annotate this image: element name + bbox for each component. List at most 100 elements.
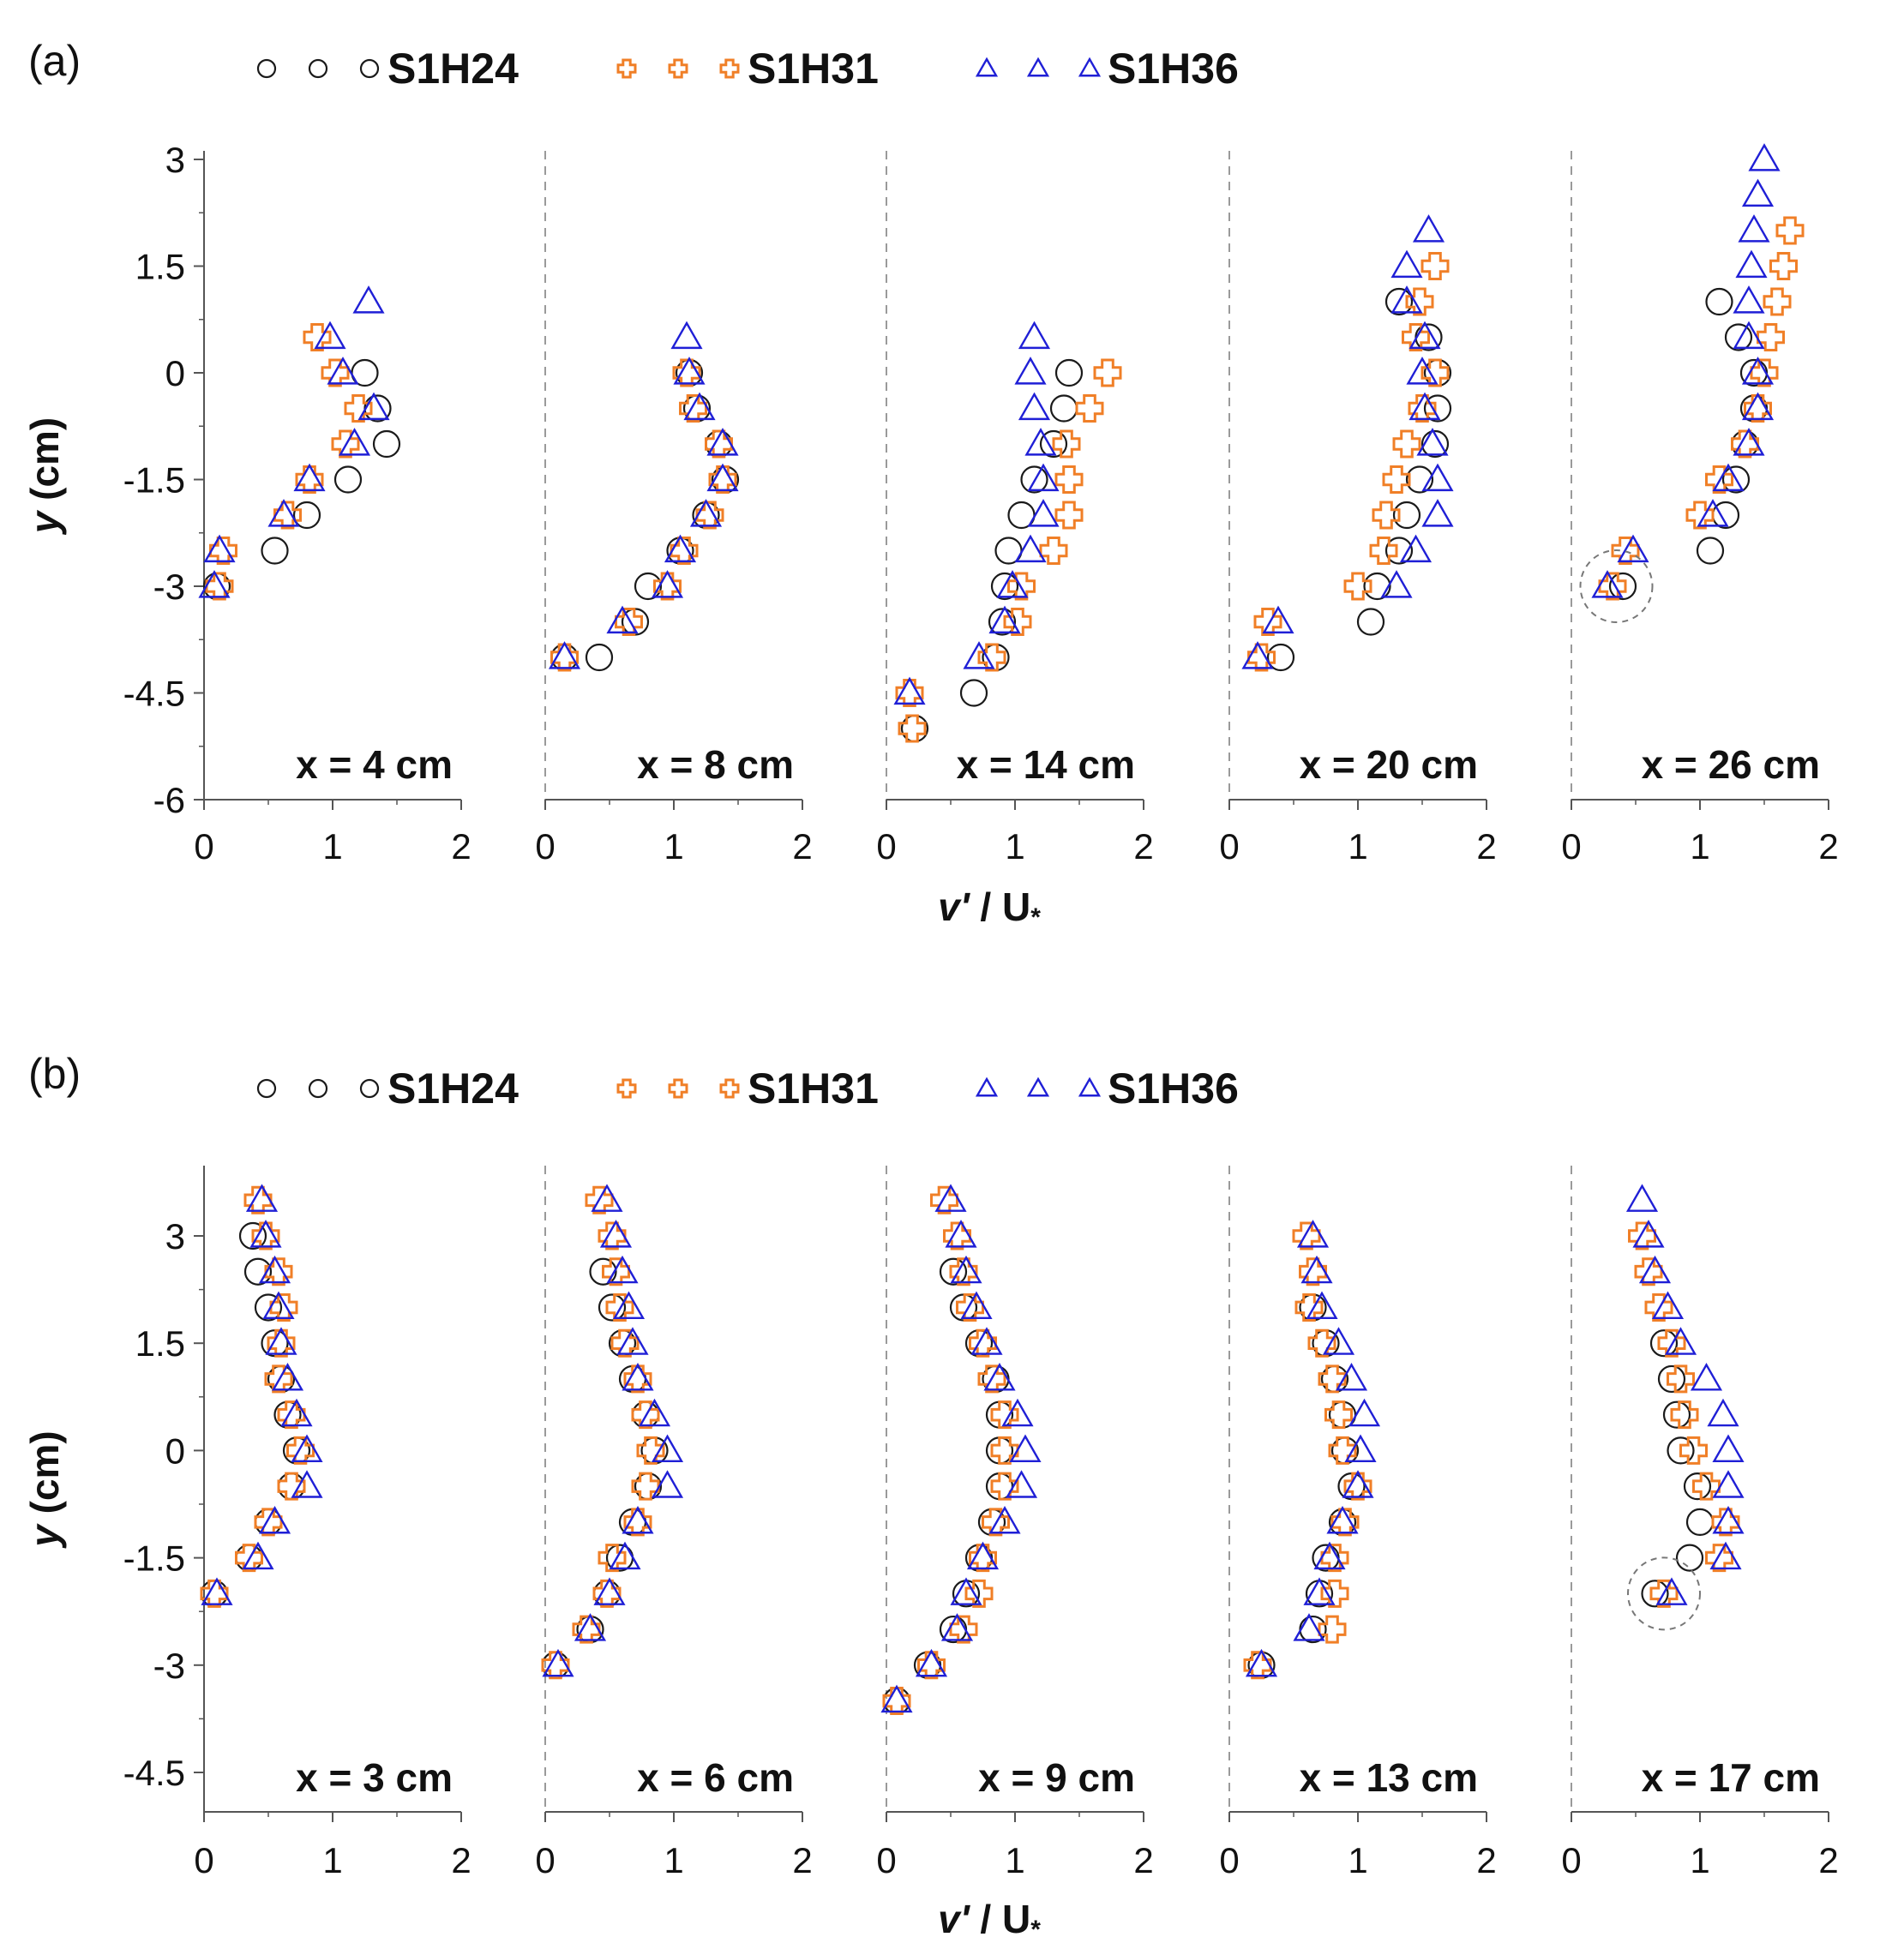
data-point-S1H24	[959, 679, 988, 707]
data-point-S1H36	[1303, 1577, 1336, 1605]
data-point-S1H31	[1769, 252, 1798, 280]
data-point-S1H31	[1052, 429, 1081, 459]
legend-marker-circle	[256, 58, 277, 79]
data-point-S1H31	[1402, 323, 1430, 351]
data-point-S1H36	[612, 1291, 646, 1320]
data-point-S1H36	[945, 1220, 977, 1248]
x-tick-label: 0	[535, 826, 555, 867]
legend-marker-cross	[719, 58, 740, 79]
legend-marker-triangle	[1078, 57, 1102, 77]
data-point-S1H31	[1318, 1615, 1347, 1644]
subplot-2: 0 1 2 x = 6 cm	[535, 1166, 813, 1880]
series-S1H36	[1591, 143, 1781, 598]
subplot-title: x = 26 cm	[1642, 742, 1820, 787]
x-tick-label: 0	[1561, 826, 1581, 867]
data-point-S1H36	[327, 357, 359, 385]
data-point-S1H31	[631, 1400, 660, 1430]
data-point-S1H36	[548, 641, 581, 669]
data-point-S1H36	[291, 1470, 323, 1498]
data-point-S1H36	[258, 1505, 291, 1534]
data-point-S1H31	[1775, 216, 1805, 245]
data-point-S1H31	[1657, 1328, 1686, 1358]
data-point-S1H31	[1093, 358, 1122, 387]
series-S1H36	[1625, 1184, 1745, 1605]
subplot-1: 0 1 2 x = 3 cm	[194, 1184, 471, 1880]
data-point-S1H31	[615, 608, 643, 636]
legend-label: S1H24	[387, 45, 519, 93]
y-tick-label: 1.5	[135, 247, 185, 287]
data-point-S1H31	[1294, 1292, 1324, 1322]
legend-marker-cross	[616, 58, 637, 79]
series-S1H36	[542, 1184, 684, 1677]
data-point-S1H36	[1690, 1363, 1723, 1391]
data-point-S1H36	[542, 1648, 574, 1677]
data-point-S1H24	[598, 1293, 627, 1322]
data-point-S1H36	[1342, 1470, 1374, 1498]
data-point-S1H31	[1750, 358, 1779, 387]
x-tick-label: 2	[451, 826, 471, 867]
legend-a-s1h24: S1H24	[254, 43, 519, 94]
data-point-S1H36	[651, 570, 684, 598]
data-point-S1H36	[1697, 499, 1729, 527]
data-point-S1H24	[634, 572, 663, 601]
data-point-S1H36	[970, 1327, 1003, 1355]
legend-marker-circle	[256, 1078, 277, 1099]
x-tick-label: 2	[1133, 1840, 1153, 1880]
data-point-S1H31	[672, 358, 701, 387]
data-point-S1H36	[1027, 463, 1060, 492]
x-tick-label: 0	[535, 1840, 555, 1880]
subplot-3: 0 1 2 x = 14 cm	[876, 151, 1154, 867]
data-point-S1H36	[1617, 534, 1649, 563]
subplot-title: x = 14 cm	[957, 742, 1135, 787]
data-point-S1H36	[574, 1613, 607, 1641]
x-tick-label: 1	[1348, 1840, 1367, 1880]
data-point-S1H24	[254, 1293, 283, 1322]
legend-marker-triangle	[975, 1076, 999, 1097]
data-point-S1H31	[602, 1257, 630, 1286]
data-point-S1H36	[591, 1184, 623, 1212]
data-point-S1H31	[598, 1221, 627, 1250]
data-point-S1H31	[286, 1436, 315, 1465]
data-point-S1H31	[610, 1328, 640, 1358]
series-S1H31	[200, 1185, 315, 1608]
data-point-S1H36	[242, 1541, 274, 1570]
legend-label: S1H31	[748, 45, 879, 93]
data-point-S1H31	[1598, 572, 1627, 601]
data-point-S1H36	[609, 1541, 641, 1570]
data-point-S1H36	[616, 1327, 649, 1355]
data-point-S1H31	[254, 1508, 283, 1537]
data-point-S1H24	[1363, 572, 1391, 601]
data-point-S1H36	[352, 285, 385, 314]
data-point-S1H36	[1296, 1220, 1330, 1248]
data-point-S1H36	[1313, 1541, 1346, 1570]
data-point-S1H36	[683, 392, 716, 421]
data-point-S1H31	[277, 1400, 306, 1430]
data-point-S1H36	[1326, 1505, 1359, 1534]
data-point-S1H31	[1320, 1544, 1349, 1573]
data-point-S1H36	[249, 1220, 282, 1248]
x-tick-label: 1	[664, 826, 683, 867]
data-point-S1H24	[261, 537, 289, 565]
data-point-S1H31	[1054, 465, 1084, 494]
data-point-S1H31	[990, 1400, 1019, 1430]
data-point-S1H24	[1384, 537, 1414, 565]
data-point-S1H24	[372, 429, 401, 459]
data-point-S1H31	[943, 1221, 971, 1250]
data-point-S1H36	[1741, 392, 1775, 421]
y-tick-label: -4.5	[123, 674, 185, 714]
data-point-S1H31	[1039, 537, 1068, 565]
data-point-S1H36	[1262, 605, 1294, 634]
legend-marker-triangle	[975, 57, 999, 77]
data-point-S1H36	[203, 534, 236, 563]
data-point-S1H31	[636, 1436, 665, 1465]
y-tick-label: -3	[153, 1646, 185, 1686]
subplot-title: x = 9 cm	[978, 1755, 1135, 1800]
data-point-S1H31	[592, 1579, 622, 1608]
data-point-S1H31	[235, 1544, 263, 1573]
data-point-S1H24	[333, 465, 363, 494]
data-point-S1H31	[969, 1328, 997, 1358]
data-point-S1H24	[1641, 1580, 1669, 1608]
data-point-S1H36	[1344, 1434, 1377, 1462]
data-point-S1H36	[1712, 1470, 1745, 1498]
data-point-S1H36	[1005, 1470, 1038, 1498]
